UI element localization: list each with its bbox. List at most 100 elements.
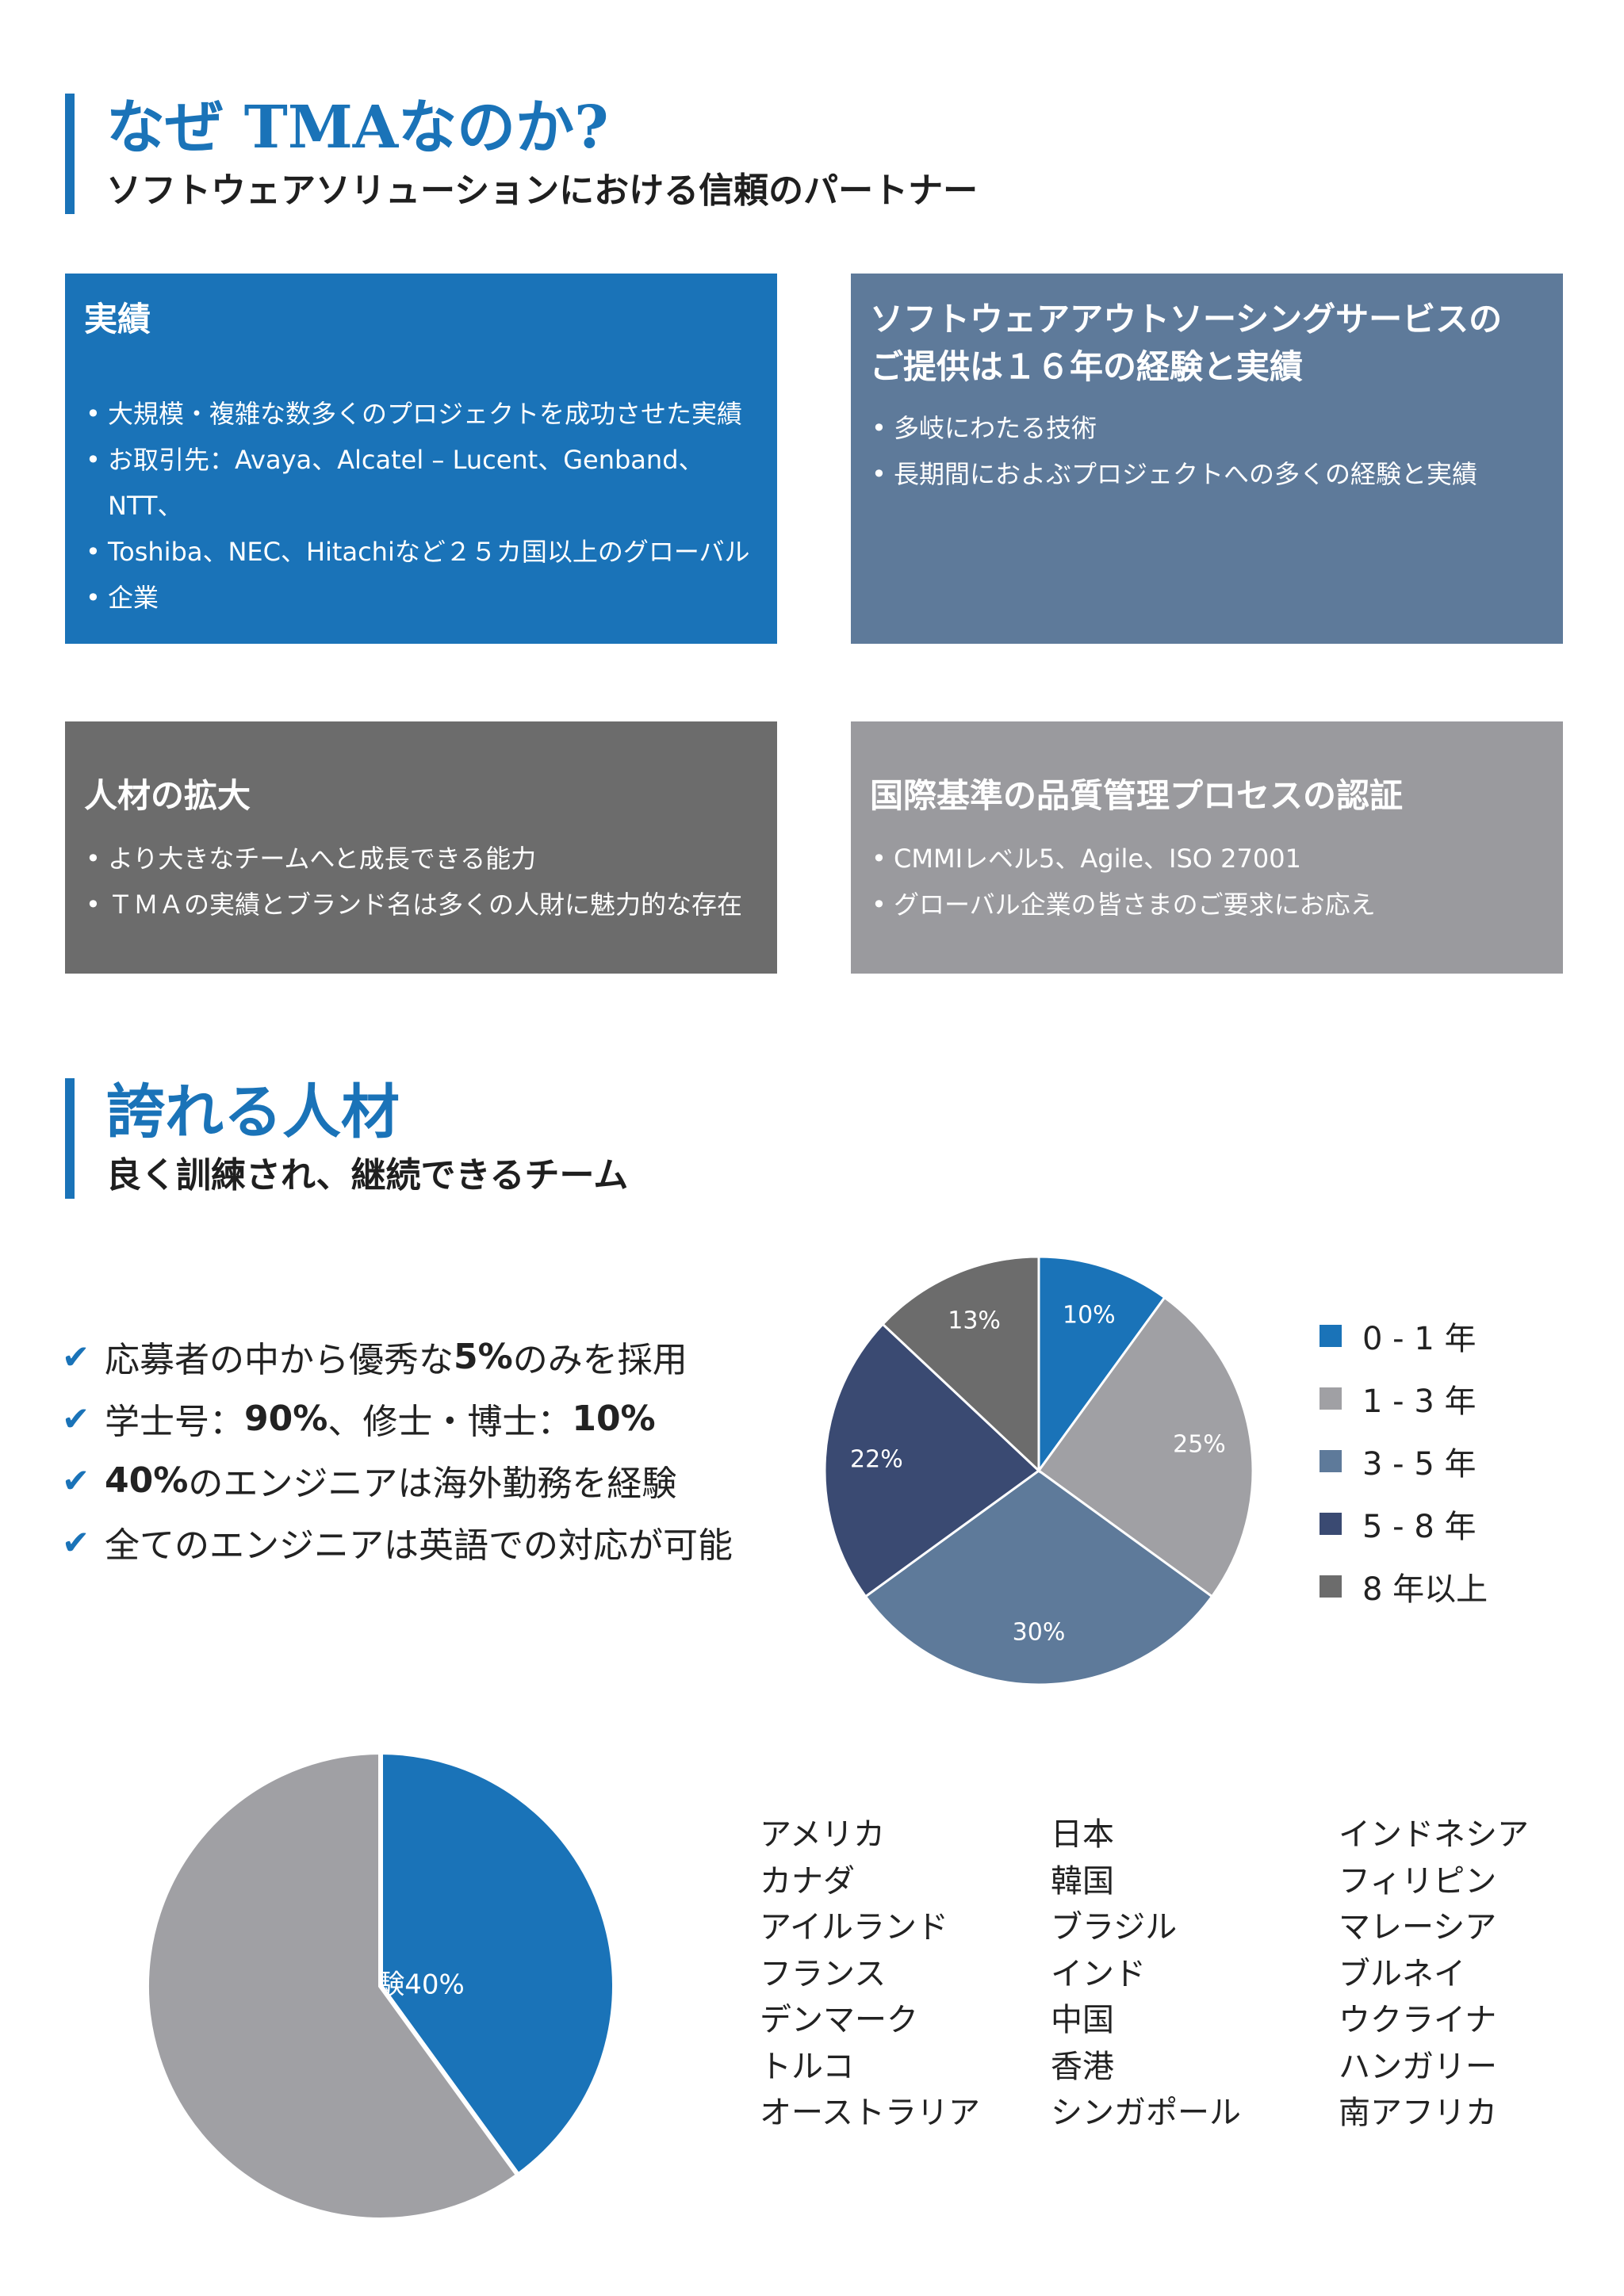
country-name: 香港 (1051, 2048, 1114, 2085)
fact-highlight: 10% (572, 1398, 656, 1439)
card-title: 人材の拡大 (84, 776, 251, 815)
legend-item: 3 - 5 年 (1320, 1429, 1488, 1492)
card-bullet: より大きなチームへと成長できる能力 (84, 836, 758, 882)
card-bullet: 長期間におよぶプロジェクトへの多くの経験と実績 (870, 451, 1544, 497)
card-bullet: 多岐にわたる技術 (870, 405, 1544, 451)
check-icon: ✔ (62, 1460, 90, 1500)
fact-text: 学士号： (105, 1402, 244, 1442)
card-bullet: ＴＭＡの実績とブランド名は多くの人財に魅力的な存在 (84, 882, 758, 928)
pie-data-label: 30% (1013, 1619, 1066, 1647)
country-name: ブラジル (1051, 1909, 1178, 1946)
card-bullet-list: CMMIレベル5、Agile、ISO 27001 グローバル企業の皆さまのご要求… (870, 836, 1544, 928)
country-name: フランス (760, 1955, 887, 1992)
fact-item: ✔ 学士号： 90% 、修士・博士： 10% (62, 1387, 733, 1449)
country-name: アイルランド (760, 1909, 948, 1946)
card-title: ソフトウェアアウトソーシングサービスの ご提供は１６年の経験と実績 (870, 300, 1503, 386)
country-name: アメリカ (760, 1816, 885, 1853)
country-column-2: 日本 韓国 ブラジル インド 中国 香港 シンガポール (1051, 1812, 1241, 2137)
facts-list: ✔ 応募者の中から優秀な 5% のみを採用 ✔ 学士号： 90% 、修士・博士： 10… (62, 1326, 733, 1573)
card-bullet-continued: Toshiba、NEC、Hitachiなど２５カ国以上のグローバル (84, 529, 758, 575)
country-name: 韓国 (1051, 1862, 1114, 1900)
legend-label: 0 - 1 年 (1362, 1320, 1477, 1357)
pie-slice (378, 1749, 617, 2179)
legend-label: 8 年以上 (1362, 1571, 1488, 1608)
country-name: 南アフリカ (1339, 2095, 1497, 2131)
card-quality-certification: 国際基準の品質管理プロセスの認証 CMMIレベル5、Agile、ISO 2700… (851, 721, 1563, 974)
pie-slice (1036, 1295, 1254, 1598)
legend-swatch (1320, 1324, 1342, 1347)
check-icon: ✔ (62, 1522, 90, 1562)
legend-label: 1 - 3 年 (1362, 1383, 1477, 1420)
pie-data-label: 10% (1063, 1302, 1116, 1330)
page-subtitle: ソフトウェアソリューションにおける信頼のパートナー (106, 170, 979, 211)
legend-swatch (1320, 1575, 1342, 1598)
why-tma-header: なぜ TMAなのか? ソフトウェアソリューションにおける信頼のパートナー (65, 94, 978, 214)
pie-data-label: 13% (948, 1307, 1001, 1334)
card-title: 国際基準の品質管理プロセスの認証 (870, 776, 1404, 815)
section-title: 誇れる人材 (106, 1078, 400, 1146)
experience-pie-chart: 10% 25% 30% 22% 13% (823, 1255, 1254, 1686)
country-name: シンガポール (1051, 2095, 1241, 2131)
card-title: 実績 (84, 300, 151, 339)
fact-text: のエンジニアは海外勤務を経験 (188, 1464, 677, 1504)
fact-item: ✔ 全てのエンジニアは英語での対応が可能 (62, 1511, 733, 1573)
card-bullet: CMMIレベル5、Agile、ISO 27001 (870, 836, 1544, 882)
legend-label: 3 - 5 年 (1362, 1445, 1477, 1483)
country-name: フィリピン (1339, 1862, 1497, 1900)
country-name: マレーシア (1339, 1909, 1497, 1946)
section-subtitle: 良く訓練され、継続できるチーム (106, 1155, 629, 1196)
country-name: ハンガリー (1339, 2048, 1497, 2085)
card-bullet-list: 大規模・複雑な数多くのプロジェクトを成功させた実績 お取引先：Avaya、Alc… (84, 391, 758, 621)
fact-item: ✔ 40% のエンジニアは海外勤務を経験 (62, 1449, 733, 1511)
card-bullet: グローバル企業の皆さまのご要求にお応え (870, 882, 1544, 928)
country-name: 中国 (1051, 2002, 1114, 2038)
card-bullet: 大規模・複雑な数多くのプロジェクトを成功させた実績 (84, 391, 758, 437)
fact-item: ✔ 応募者の中から優秀な 5% のみを採用 (62, 1326, 733, 1387)
experience-legend: 0 - 1 年 1 - 3 年 3 - 5 年 5 - 8 年 8 年以上 (1320, 1304, 1488, 1617)
pie-slice (1037, 1255, 1166, 1475)
check-icon: ✔ (62, 1399, 90, 1438)
card-bullet-list: より大きなチームへと成長できる能力 ＴＭＡの実績とブランド名は多くの人財に魅力的… (84, 836, 758, 928)
country-column-1: アメリカ カナダ アイルランド フランス デンマーク トルコ オーストラリア (760, 1812, 980, 2137)
country-column-3: インドネシア フィリピン マレーシア ブルネイ ウクライナ ハンガリー 南アフリ… (1339, 1812, 1529, 2137)
country-name: トルコ (760, 2048, 855, 2085)
country-name: ブルネイ (1339, 1955, 1465, 1992)
country-name: インド (1051, 1955, 1146, 1992)
card-talent-expansion: 人材の拡大 より大きなチームへと成長できる能力 ＴＭＡの実績とブランド名は多くの… (65, 721, 777, 974)
fact-highlight: 40% (105, 1460, 189, 1501)
pie-slice (881, 1255, 1040, 1474)
fact-highlight: 90% (244, 1398, 328, 1439)
fact-text: のみを採用 (512, 1340, 688, 1380)
legend-label: 5 - 8 年 (1362, 1508, 1477, 1545)
card-bullet-list: 多岐にわたる技術 長期間におよぶプロジェクトへの多くの経験と実績 (870, 405, 1544, 497)
overseas-experience-pie-chart: 海外経験40% (144, 1749, 617, 2222)
pie-slice (144, 1749, 522, 2222)
fact-text: 、修士・博士： (327, 1402, 573, 1442)
pie-data-label: 25% (1173, 1430, 1226, 1458)
country-name: カナダ (760, 1862, 855, 1900)
pie-slice (864, 1469, 1214, 1686)
card-achievements: 実績 大規模・複雑な数多くのプロジェクトを成功させた実績 お取引先：Avaya、… (65, 274, 777, 644)
pie-data-label: 22% (850, 1446, 903, 1474)
legend-item: 8 年以上 (1320, 1555, 1488, 1617)
country-name: デンマーク (760, 2002, 918, 2038)
legend-swatch (1320, 1512, 1342, 1535)
people-header: 誇れる人材 良く訓練され、継続できるチーム (65, 1078, 628, 1199)
pie-slice (823, 1322, 1041, 1598)
card-outsourcing: ソフトウェアアウトソーシングサービスの ご提供は１６年の経験と実績 多岐にわたる… (851, 274, 1563, 644)
legend-item: 0 - 1 年 (1320, 1304, 1488, 1367)
check-icon: ✔ (62, 1337, 90, 1376)
country-name: 日本 (1051, 1816, 1114, 1853)
legend-item: 5 - 8 年 (1320, 1492, 1488, 1555)
legend-item: 1 - 3 年 (1320, 1367, 1488, 1429)
country-name: ウクライナ (1339, 2002, 1497, 2038)
fact-text: 応募者の中から優秀な (105, 1340, 454, 1380)
card-bullet-continued: 企業 (84, 575, 758, 621)
legend-swatch (1320, 1387, 1342, 1410)
country-name: インドネシア (1339, 1816, 1529, 1853)
fact-highlight: 5% (454, 1336, 513, 1377)
fact-text: 全てのエンジニアは英語での対応が可能 (105, 1525, 733, 1566)
country-name: オーストラリア (760, 2095, 980, 2131)
page-title: なぜ TMAなのか? (106, 94, 609, 162)
card-bullet: お取引先：Avaya、Alcatel – Lucent、Genband、NTT、 (84, 437, 758, 529)
